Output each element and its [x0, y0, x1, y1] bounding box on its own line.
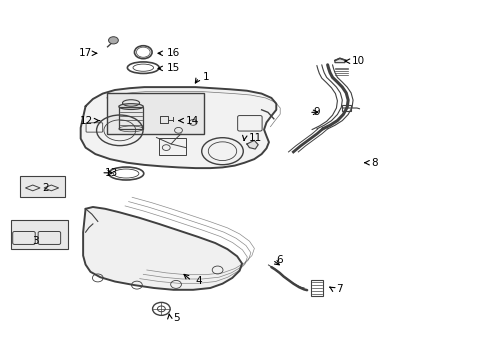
Text: 5: 5 — [173, 312, 180, 323]
Text: 12: 12 — [80, 116, 93, 126]
Text: 2: 2 — [42, 183, 49, 193]
Text: 11: 11 — [248, 132, 261, 143]
Text: 13: 13 — [105, 168, 118, 178]
Text: 7: 7 — [336, 284, 343, 294]
Text: 17: 17 — [79, 48, 92, 58]
Text: 9: 9 — [312, 107, 319, 117]
Text: 14: 14 — [185, 116, 199, 126]
Text: 15: 15 — [167, 63, 180, 73]
Text: 3: 3 — [32, 236, 39, 246]
FancyBboxPatch shape — [106, 93, 204, 134]
Polygon shape — [83, 207, 242, 290]
Text: 10: 10 — [351, 56, 365, 66]
Text: 8: 8 — [371, 158, 378, 168]
Text: 16: 16 — [167, 48, 180, 58]
FancyBboxPatch shape — [20, 176, 64, 197]
Text: 1: 1 — [203, 72, 209, 82]
FancyBboxPatch shape — [11, 220, 68, 249]
Circle shape — [108, 37, 118, 44]
Polygon shape — [334, 58, 346, 63]
Polygon shape — [81, 87, 276, 168]
Bar — [119, 107, 143, 129]
Polygon shape — [246, 140, 258, 149]
Text: 6: 6 — [276, 255, 283, 265]
Text: 4: 4 — [195, 276, 202, 286]
